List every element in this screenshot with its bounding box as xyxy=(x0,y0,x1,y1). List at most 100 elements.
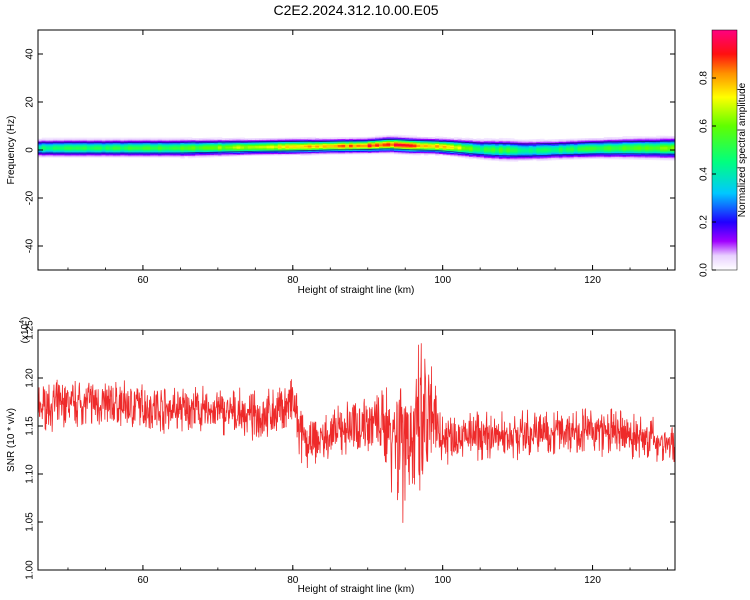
heatmap-cell xyxy=(667,157,672,160)
heatmap-cell xyxy=(483,148,489,151)
heatmap-cell xyxy=(363,139,369,142)
heatmap-cell xyxy=(502,145,507,148)
heatmap-cell xyxy=(412,135,418,138)
heatmap-cell xyxy=(184,149,189,152)
heatmap-cell xyxy=(270,148,275,151)
heatmap-cell xyxy=(656,145,661,148)
heatmap-cell xyxy=(667,152,672,155)
heatmap-cell xyxy=(169,154,174,157)
heatmap-cell xyxy=(367,145,373,148)
heatmap-cell xyxy=(393,134,399,137)
heatmap-cell xyxy=(79,153,84,156)
heatmap-cell xyxy=(262,151,268,154)
heatmap-cell xyxy=(214,154,219,156)
heatmap-cell xyxy=(75,150,80,153)
heatmap-cell xyxy=(386,136,391,139)
heatmap-cell xyxy=(146,147,152,150)
heatmap-cell xyxy=(446,138,451,141)
heatmap-cell xyxy=(618,149,624,152)
heatmap-cell xyxy=(528,146,534,149)
heatmap-cell xyxy=(131,146,137,148)
heatmap-cell xyxy=(491,143,496,146)
heatmap-cell xyxy=(176,143,181,146)
heatmap-cell xyxy=(656,144,661,146)
heatmap-cell xyxy=(101,150,107,153)
heatmap-cell xyxy=(86,149,92,152)
heatmap-cell xyxy=(221,155,226,157)
heatmap-cell xyxy=(555,145,560,147)
heatmap-cell xyxy=(641,144,646,147)
heatmap-cell xyxy=(41,147,47,150)
heatmap-cell xyxy=(536,138,541,141)
heatmap-cell xyxy=(337,139,343,142)
heatmap-cell xyxy=(251,146,256,149)
heatmap-cell xyxy=(506,158,511,161)
heatmap-cell xyxy=(139,142,144,145)
heatmap-cell xyxy=(663,154,669,157)
heatmap-cell xyxy=(671,158,675,161)
heatmap-cell xyxy=(161,154,166,157)
heatmap-cell xyxy=(588,139,594,142)
heatmap-cell xyxy=(300,148,305,150)
heatmap-cell xyxy=(453,155,459,157)
heatmap-cell xyxy=(101,155,107,158)
heatmap-cell xyxy=(408,136,414,139)
heatmap-cell xyxy=(184,144,189,147)
heatmap-cell xyxy=(79,140,84,142)
heatmap-cell xyxy=(157,142,163,145)
heatmap-cell xyxy=(420,141,425,144)
heatmap-cell xyxy=(468,139,474,142)
heatmap-cell xyxy=(139,154,144,157)
heatmap-cell xyxy=(161,137,166,140)
heatmap-cell xyxy=(438,151,444,153)
heatmap-cell xyxy=(408,152,414,155)
heatmap-cell xyxy=(450,142,455,145)
heatmap-cell xyxy=(349,139,354,142)
heatmap-cell xyxy=(262,145,268,148)
heatmap-cell xyxy=(330,150,335,153)
heatmap-cell xyxy=(217,152,223,155)
heatmap-cell xyxy=(468,138,474,141)
heatmap-cell xyxy=(161,143,166,146)
heatmap-cell xyxy=(375,152,380,155)
heatmap-cell xyxy=(285,137,290,140)
heatmap-cell xyxy=(412,142,418,145)
heatmap-cell xyxy=(521,148,526,150)
heatmap-cell xyxy=(236,137,241,140)
heatmap-cell xyxy=(139,146,144,148)
heatmap-cell xyxy=(296,137,301,140)
heatmap-cell xyxy=(281,151,286,153)
heatmap-cell xyxy=(371,136,376,139)
heatmap-cell xyxy=(214,143,219,146)
heatmap-cell xyxy=(401,137,406,140)
heatmap-cell xyxy=(483,158,489,161)
heatmap-cell xyxy=(127,140,133,142)
heatmap-cell xyxy=(56,153,62,156)
heatmap-cell xyxy=(64,146,69,148)
heatmap-cell xyxy=(671,144,675,147)
heatmap-cell xyxy=(90,154,95,157)
heatmap-cell xyxy=(345,143,350,145)
heatmap-cell xyxy=(626,144,631,147)
heatmap-cell xyxy=(142,154,148,157)
heatmap-cell xyxy=(360,140,365,143)
heatmap-cell xyxy=(603,150,609,152)
heatmap-cell xyxy=(112,142,118,145)
heatmap-cell xyxy=(311,151,316,154)
heatmap-cell xyxy=(206,150,211,153)
heatmap-cell xyxy=(641,148,646,151)
heatmap-cell xyxy=(345,137,350,139)
heatmap-cell xyxy=(315,146,320,149)
heatmap-cell xyxy=(611,150,616,153)
heatmap-cell xyxy=(652,149,657,152)
heatmap-cell xyxy=(551,158,556,161)
heatmap-cell xyxy=(45,154,50,157)
heatmap-cell xyxy=(311,142,316,145)
heatmap-cell xyxy=(319,150,324,153)
heatmap-cell xyxy=(232,140,238,143)
heatmap-cell xyxy=(618,157,624,160)
heatmap-cell xyxy=(187,152,193,155)
heatmap-cell xyxy=(60,153,65,156)
heatmap-cell xyxy=(510,149,515,151)
heatmap-cell xyxy=(259,146,264,149)
